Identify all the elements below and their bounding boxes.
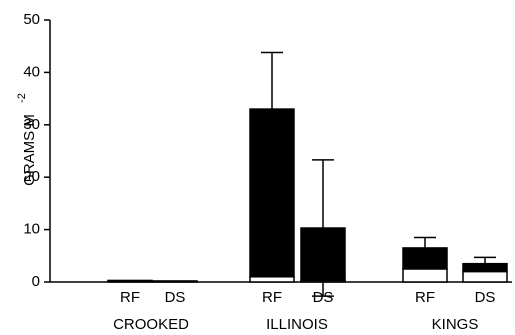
error-bar <box>414 236 436 260</box>
bar-segment <box>152 280 198 283</box>
y-axis-label-superscript: -2 <box>16 93 28 103</box>
group-label: CROOKED <box>113 316 189 333</box>
x-tick-label: RF <box>120 289 140 306</box>
y-tick-label: 50 <box>23 11 40 28</box>
error-bar <box>261 51 283 167</box>
group-label: ILLINOIS <box>266 316 328 333</box>
bar-segment <box>107 279 153 283</box>
x-tick-label: DS <box>475 289 496 306</box>
bar-segment <box>249 108 295 278</box>
error-bar <box>474 256 496 271</box>
y-tick-label: 20 <box>23 168 40 185</box>
bar-segment <box>249 276 295 283</box>
error-bar <box>312 159 334 297</box>
y-tick-label: 40 <box>23 63 40 80</box>
y-axis-label: GRAMS M <box>21 114 38 186</box>
y-tick-label: 30 <box>23 116 40 133</box>
bar-segment <box>402 268 448 283</box>
x-tick-label: RF <box>262 289 282 306</box>
x-tick-label: RF <box>415 289 435 306</box>
x-tick-label: DS <box>165 289 186 306</box>
x-tick-label: DS <box>313 289 334 306</box>
y-tick-label: 0 <box>32 273 40 290</box>
y-tick-label: 10 <box>23 221 40 238</box>
group-label: KINGS <box>432 316 479 333</box>
bar-segment <box>462 270 508 283</box>
